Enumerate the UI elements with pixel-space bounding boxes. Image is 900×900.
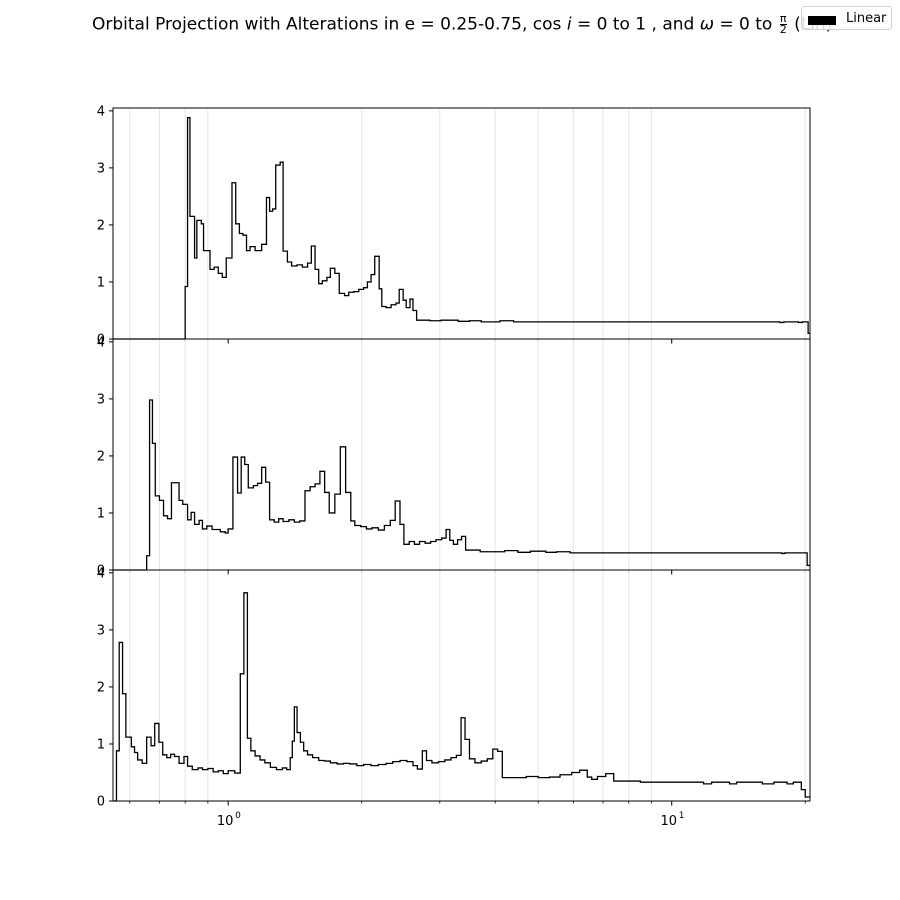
legend-swatch (808, 16, 836, 25)
panel-3-ytick-label: 1 (97, 737, 105, 752)
panel-2-ytick-label: 0 (97, 564, 105, 579)
panel-1-ytick-label: 4 (97, 104, 105, 119)
panel-2-frame (112, 338, 811, 571)
panel-1-step-line (113, 117, 810, 340)
legend: Linear (801, 6, 892, 30)
panel-1-ytick-label: 2 (97, 218, 105, 233)
panel-1-frame (112, 107, 811, 340)
panel-1-ytick-label: 1 (97, 275, 105, 290)
panel-2-ytick-label: 4 (97, 335, 105, 350)
panel-3-step-line (113, 592, 810, 802)
title-mid: = 0 to 1 , and (571, 14, 700, 35)
title-omega: ω (699, 14, 714, 35)
title-eq: = 0 to (713, 14, 778, 35)
xtick-label: 10 (660, 814, 677, 829)
panel-3-ytick-label: 3 (97, 623, 105, 638)
xtick-label: 10 (217, 814, 234, 829)
panel-2-ytick-label: 2 (97, 449, 105, 464)
panel-1-ytick-label: 0 (97, 333, 105, 348)
panel-3-ytick-label: 4 (97, 566, 105, 581)
panel-3-frame (112, 569, 811, 802)
panel-3-ytick-label: 2 (97, 680, 105, 695)
title-fraction-denominator: 2 (779, 23, 787, 36)
title-prefix: Orbital Projection with Alterations in e… (92, 14, 562, 35)
legend-label: Linear (846, 11, 887, 26)
panel-2-ytick-label: 3 (97, 392, 105, 407)
panel-1-ytick-label: 3 (97, 161, 105, 176)
panel-3-ytick-label: 0 (97, 795, 105, 810)
xtick-label-exponent: 1 (679, 811, 685, 821)
title-fraction: π 2 (779, 12, 787, 36)
title-cos-i: i (566, 14, 572, 35)
chart-title: Orbital Projection with Alterations in e… (92, 12, 832, 36)
panel-2-ytick-label: 1 (97, 506, 105, 521)
title-fraction-numerator: π (779, 12, 787, 25)
panel-2-step-line (113, 399, 810, 571)
xtick-label-exponent: 0 (235, 811, 241, 821)
